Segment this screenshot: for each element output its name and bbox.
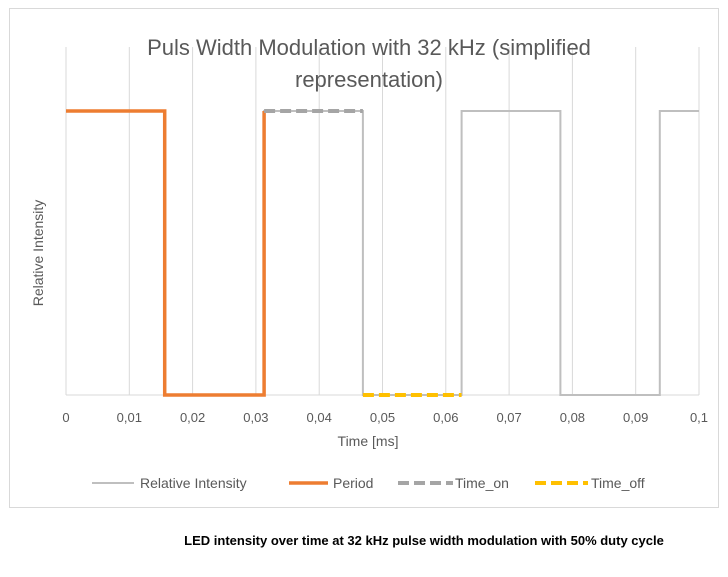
series-line-period <box>66 109 266 397</box>
x-tick-label-5: 0,05 <box>370 410 395 425</box>
figure-caption: LED intensity over time at 32 kHz pulse … <box>0 533 728 548</box>
pwm-chart: 0 0,01 0,02 0,03 0,04 0,05 0,06 0,07 0,08 0,09 0,1… <box>30 35 708 491</box>
chart-frame: 0 0,01 0,02 0,03 0,04 0,05 0,06 0,07 0,08 0,09 0,1… <box>9 8 719 508</box>
x-tick-label-6: 0,06 <box>433 410 458 425</box>
x-tick-label-0: 0 <box>62 410 69 425</box>
x-tick-label-9: 0,09 <box>623 410 648 425</box>
legend-label-relative-intensity: Relative Intensity <box>140 475 247 491</box>
chart-title-line-1: Puls Width Modulation with 32 kHz (simpl… <box>147 35 591 60</box>
legend-label-time-on: Time_on <box>455 475 509 491</box>
x-tick-label-7: 0,07 <box>496 410 521 425</box>
caption-text: LED intensity over time at 32 kHz pulse … <box>184 533 664 548</box>
y-axis-title: Relative Intensity <box>30 200 46 307</box>
x-tick-label-10: 0,1 <box>690 410 708 425</box>
x-tick-label-3: 0,03 <box>243 410 268 425</box>
chart-title-line-2: representation) <box>295 67 443 92</box>
x-axis-title: Time [ms] <box>338 433 399 449</box>
x-tick-label-8: 0,08 <box>560 410 585 425</box>
legend-label-time-off: Time_off <box>591 475 645 491</box>
x-tick-label-1: 0,01 <box>117 410 142 425</box>
x-tick-label-4: 0,04 <box>307 410 332 425</box>
legend-label-period: Period <box>333 475 373 491</box>
x-tick-label-2: 0,02 <box>180 410 205 425</box>
